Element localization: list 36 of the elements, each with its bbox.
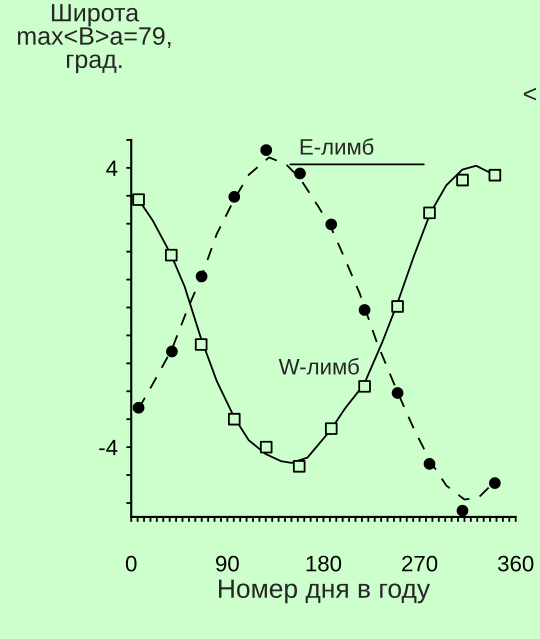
point — [228, 412, 241, 426]
series-label: W-лимб — [278, 358, 359, 375]
point — [392, 387, 404, 399]
y-tick-label: -4 — [99, 440, 118, 456]
x-tick-label: 360 — [498, 556, 534, 572]
x-axis-title: Номер дня в году — [219, 580, 430, 604]
point — [166, 346, 178, 358]
point — [325, 218, 338, 230]
point — [292, 460, 306, 473]
series-label: E-лимб — [300, 138, 374, 155]
point — [164, 248, 178, 262]
y-tick-label: 4 — [106, 160, 118, 176]
point — [196, 270, 208, 282]
point — [294, 168, 306, 180]
point — [391, 300, 404, 313]
point — [488, 168, 502, 182]
point — [324, 422, 338, 435]
text: < — [524, 88, 536, 100]
point — [456, 174, 469, 186]
point — [260, 144, 272, 156]
x-tick-label: 0 — [126, 556, 137, 572]
x-tick-label: 180 — [306, 556, 342, 572]
point — [358, 304, 370, 316]
point — [260, 440, 272, 454]
point — [194, 338, 208, 351]
point — [228, 190, 240, 203]
x-tick-label: 90 — [216, 556, 239, 572]
y-axis-title: Широта max<B>a=79, град. — [18, 4, 170, 74]
x-tick-label: 270 — [402, 556, 438, 572]
point — [132, 193, 145, 206]
point — [132, 402, 144, 414]
point — [423, 206, 436, 220]
point — [489, 477, 501, 489]
point — [424, 458, 436, 470]
point — [456, 504, 468, 517]
point — [358, 380, 371, 393]
